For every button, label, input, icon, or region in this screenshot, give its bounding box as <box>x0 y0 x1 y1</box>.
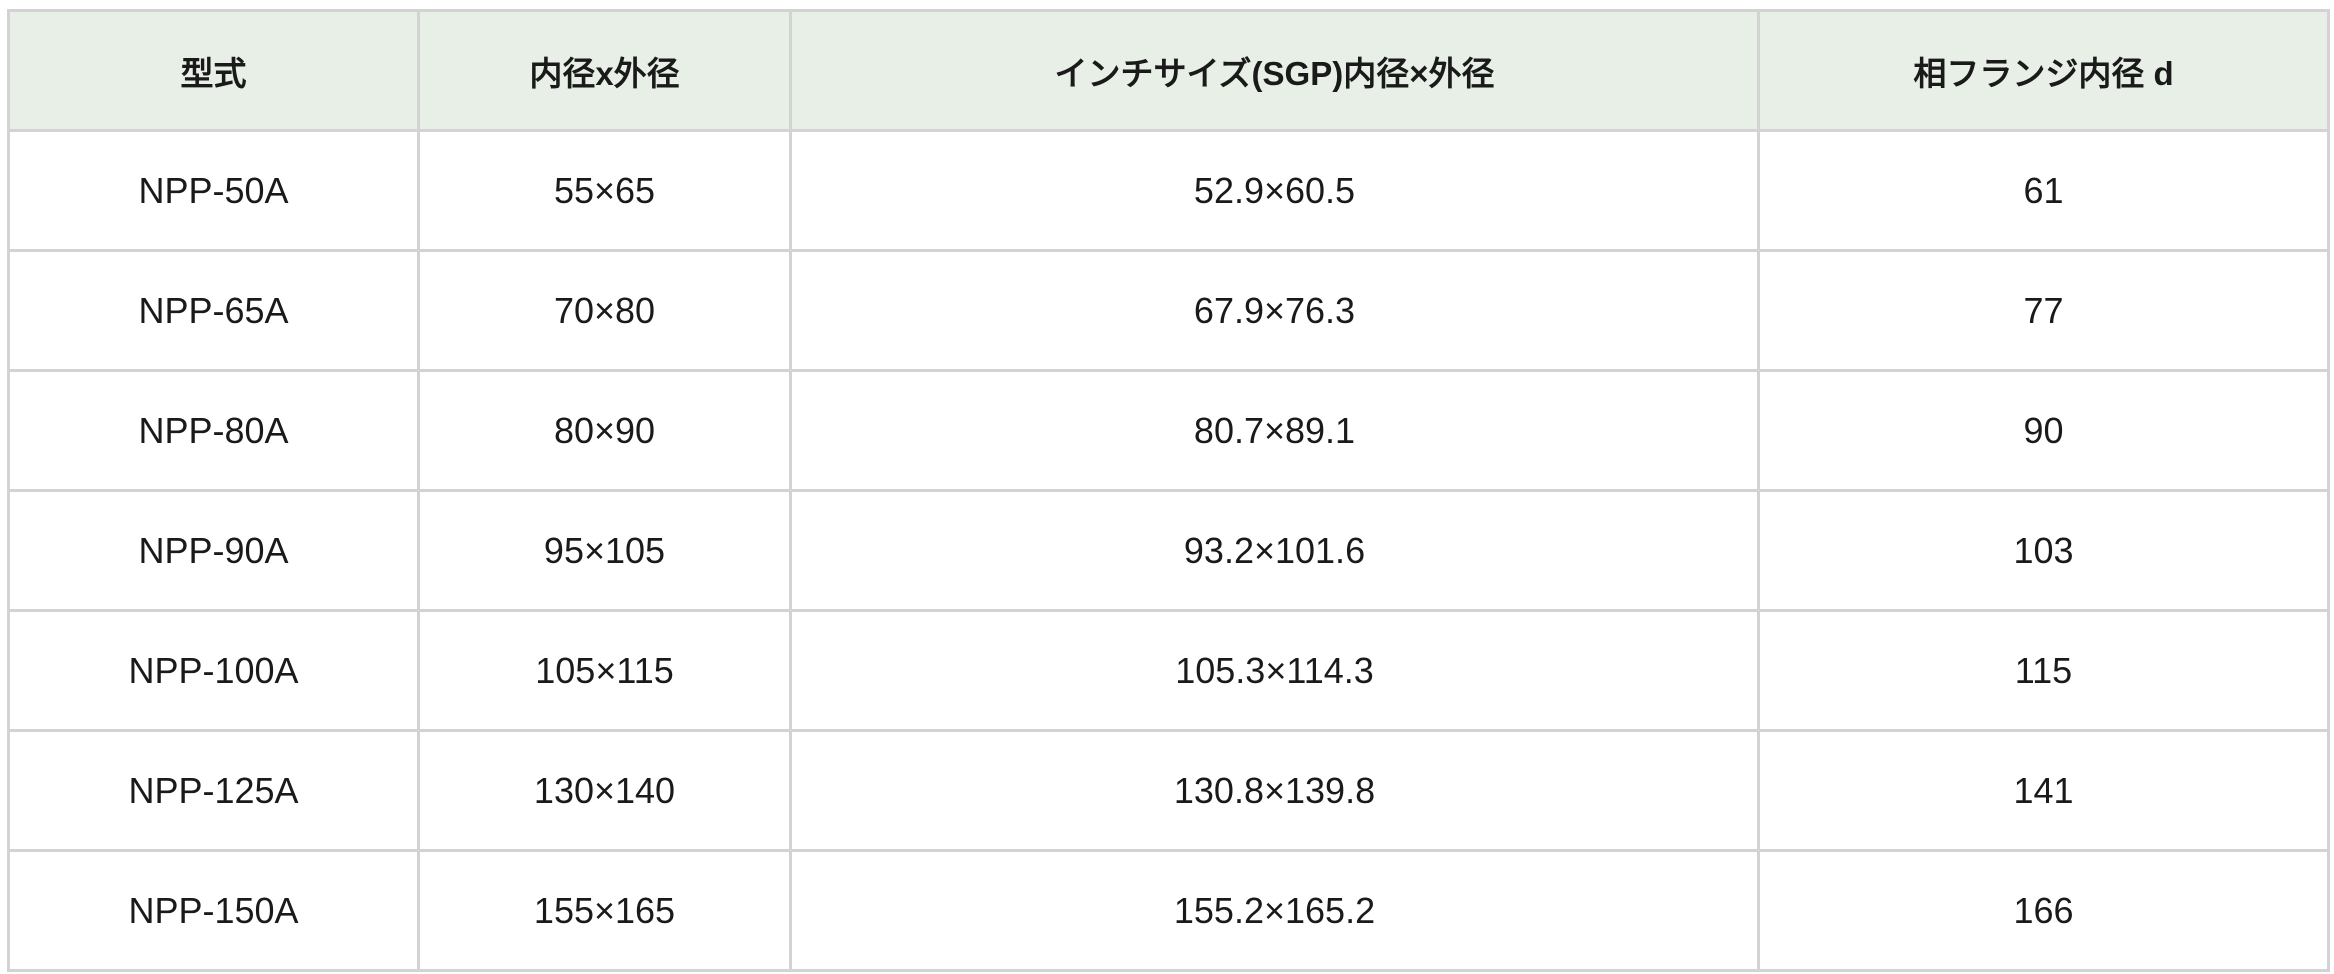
cell-inner-outer-diameter: 155×165 <box>417 849 792 972</box>
table-row: NPP-90A 95×105 93.2×101.6 103 <box>7 489 2330 612</box>
spec-table: 型式 内径x外径 インチサイズ(SGP)内径×外径 相フランジ内径 d NPP-… <box>7 9 2330 972</box>
cell-inch-size: 155.2×165.2 <box>789 849 1760 972</box>
table-row: NPP-80A 80×90 80.7×89.1 90 <box>7 369 2330 492</box>
cell-flange-inner-diameter: 61 <box>1757 129 2330 252</box>
cell-model: NPP-150A <box>7 849 420 972</box>
cell-inch-size: 93.2×101.6 <box>789 489 1760 612</box>
cell-flange-inner-diameter: 115 <box>1757 609 2330 732</box>
cell-inner-outer-diameter: 105×115 <box>417 609 792 732</box>
cell-inner-outer-diameter: 95×105 <box>417 489 792 612</box>
cell-flange-inner-diameter: 141 <box>1757 729 2330 852</box>
cell-inner-outer-diameter: 80×90 <box>417 369 792 492</box>
header-inner-outer-diameter: 内径x外径 <box>417 9 792 132</box>
table-row: NPP-150A 155×165 155.2×165.2 166 <box>7 849 2330 972</box>
header-flange-inner-diameter: 相フランジ内径 d <box>1757 9 2330 132</box>
cell-model: NPP-100A <box>7 609 420 732</box>
cell-model: NPP-65A <box>7 249 420 372</box>
cell-model: NPP-50A <box>7 129 420 252</box>
cell-inner-outer-diameter: 130×140 <box>417 729 792 852</box>
cell-model: NPP-125A <box>7 729 420 852</box>
cell-inch-size: 80.7×89.1 <box>789 369 1760 492</box>
cell-inch-size: 130.8×139.8 <box>789 729 1760 852</box>
header-inch-size: インチサイズ(SGP)内径×外径 <box>789 9 1760 132</box>
cell-flange-inner-diameter: 166 <box>1757 849 2330 972</box>
table-row: NPP-100A 105×115 105.3×114.3 115 <box>7 609 2330 732</box>
cell-flange-inner-diameter: 103 <box>1757 489 2330 612</box>
cell-model: NPP-80A <box>7 369 420 492</box>
cell-flange-inner-diameter: 77 <box>1757 249 2330 372</box>
cell-inner-outer-diameter: 55×65 <box>417 129 792 252</box>
cell-inch-size: 67.9×76.3 <box>789 249 1760 372</box>
cell-inch-size: 52.9×60.5 <box>789 129 1760 252</box>
table-row: NPP-65A 70×80 67.9×76.3 77 <box>7 249 2330 372</box>
header-model: 型式 <box>7 9 420 132</box>
table-row: NPP-125A 130×140 130.8×139.8 141 <box>7 729 2330 852</box>
cell-flange-inner-diameter: 90 <box>1757 369 2330 492</box>
header-row: 型式 内径x外径 インチサイズ(SGP)内径×外径 相フランジ内径 d <box>7 9 2330 132</box>
cell-model: NPP-90A <box>7 489 420 612</box>
cell-inner-outer-diameter: 70×80 <box>417 249 792 372</box>
table-row: NPP-50A 55×65 52.9×60.5 61 <box>7 129 2330 252</box>
cell-inch-size: 105.3×114.3 <box>789 609 1760 732</box>
